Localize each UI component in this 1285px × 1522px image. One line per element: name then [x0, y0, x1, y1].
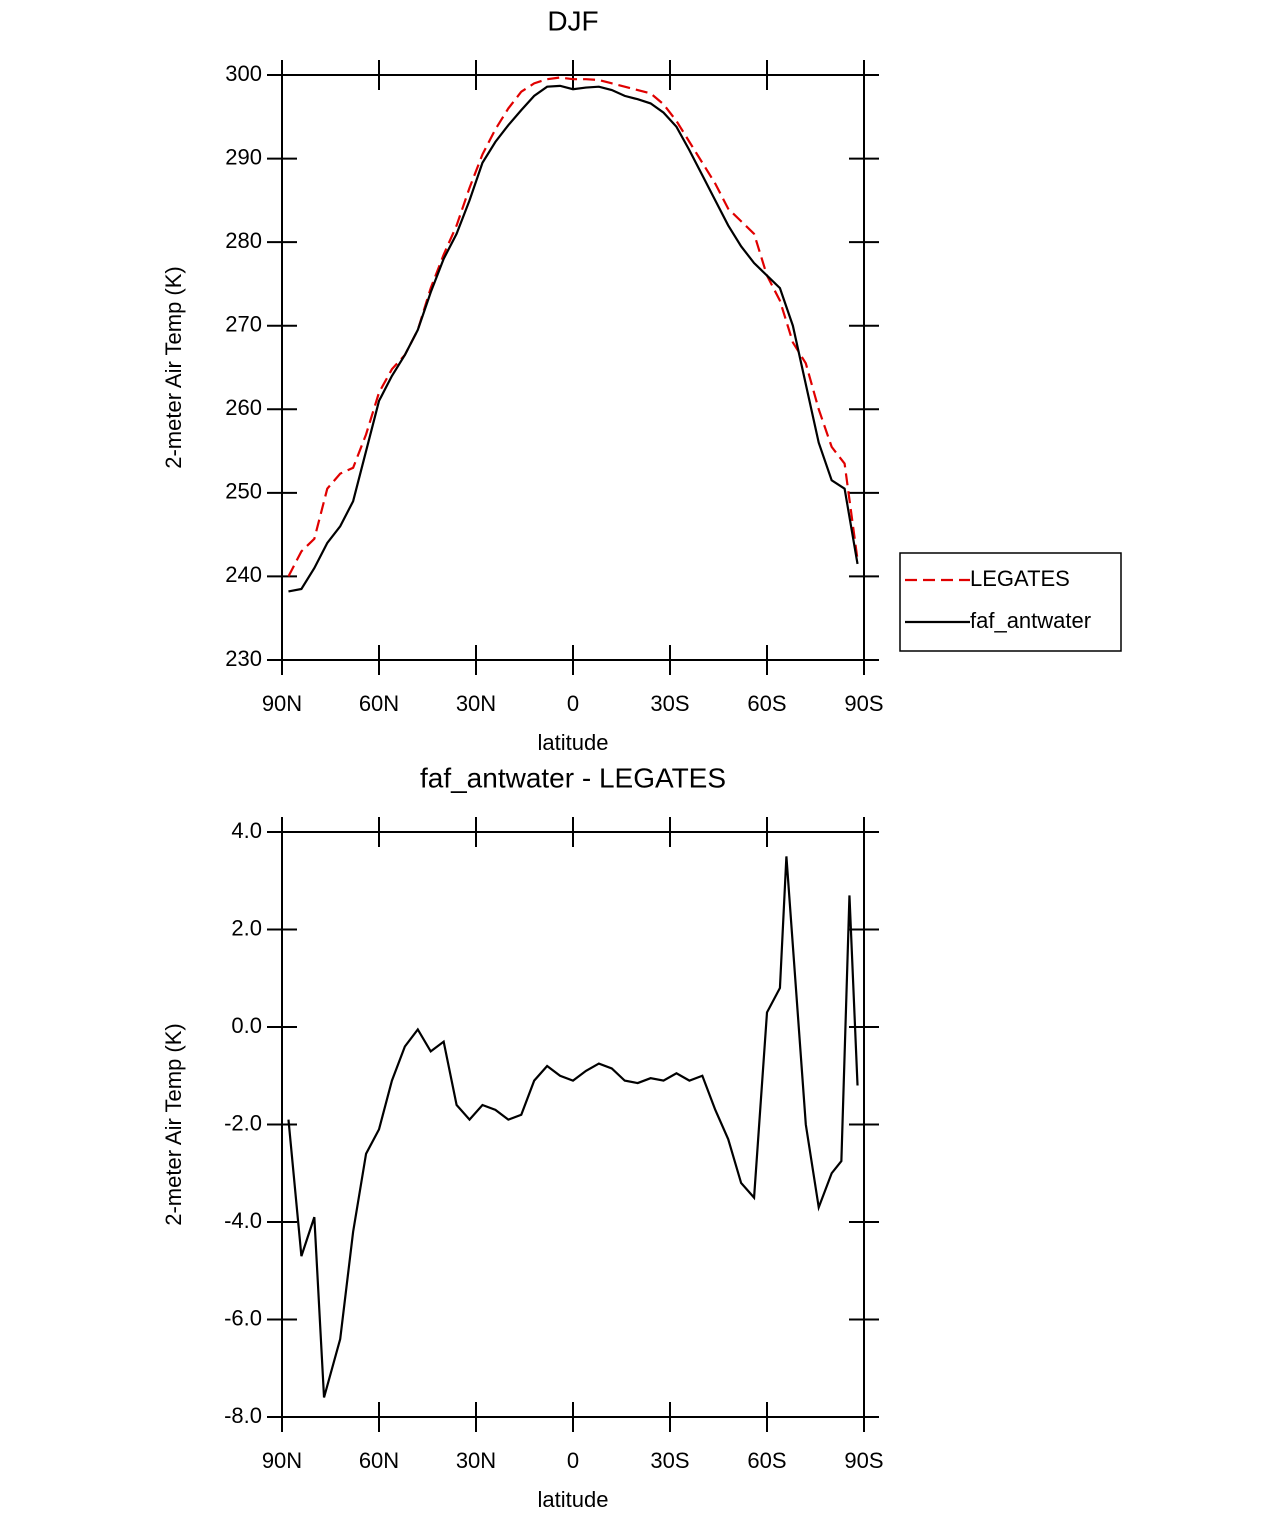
x-tick-label: 90N	[262, 691, 302, 716]
y-tick-label: -8.0	[224, 1403, 262, 1428]
x-tick-label: 30S	[650, 691, 689, 716]
y-axis-label: 2-meter Air Temp (K)	[161, 1023, 186, 1226]
legend-label: faf_antwater	[970, 608, 1091, 633]
x-tick-label: 30N	[456, 691, 496, 716]
y-tick-label: 0.0	[231, 1013, 262, 1038]
y-tick-label: 250	[225, 479, 262, 504]
y-tick-label: 260	[225, 395, 262, 420]
y-axis-label: 2-meter Air Temp (K)	[161, 266, 186, 469]
y-tick-label: 280	[225, 228, 262, 253]
x-tick-label: 0	[567, 691, 579, 716]
y-tick-label: 4.0	[231, 818, 262, 843]
y-tick-label: 240	[225, 562, 262, 587]
y-tick-label: -6.0	[224, 1305, 262, 1330]
x-tick-label: 60N	[359, 1448, 399, 1473]
x-tick-label: 60S	[747, 1448, 786, 1473]
legend-label: LEGATES	[970, 566, 1070, 591]
data-line	[288, 84, 859, 593]
data-line	[287, 76, 859, 577]
x-tick-label: 30S	[650, 1448, 689, 1473]
x-tick-label: 60N	[359, 691, 399, 716]
legend-box	[899, 552, 1122, 652]
y-tick-label: 290	[225, 144, 262, 169]
y-tick-label: -4.0	[224, 1208, 262, 1233]
x-tick-label: 90S	[844, 691, 883, 716]
x-tick-label: 0	[567, 1448, 579, 1473]
x-axis-label: latitude	[538, 730, 609, 755]
data-line	[287, 856, 859, 1398]
x-axis-label: latitude	[538, 1487, 609, 1512]
x-tick-label: 60S	[747, 691, 786, 716]
chart-title: DJF	[547, 5, 598, 36]
x-tick-label: 30N	[456, 1448, 496, 1473]
y-tick-label: 2.0	[231, 915, 262, 940]
plot-frame	[281, 74, 865, 661]
x-tick-label: 90S	[844, 1448, 883, 1473]
chart-title: faf_antwater - LEGATES	[420, 762, 726, 793]
y-tick-label: 230	[225, 646, 262, 671]
plot-frame	[281, 831, 865, 1418]
x-tick-label: 90N	[262, 1448, 302, 1473]
y-tick-label: 270	[225, 312, 262, 337]
y-tick-label: -2.0	[224, 1110, 262, 1135]
y-tick-label: 300	[225, 61, 262, 86]
